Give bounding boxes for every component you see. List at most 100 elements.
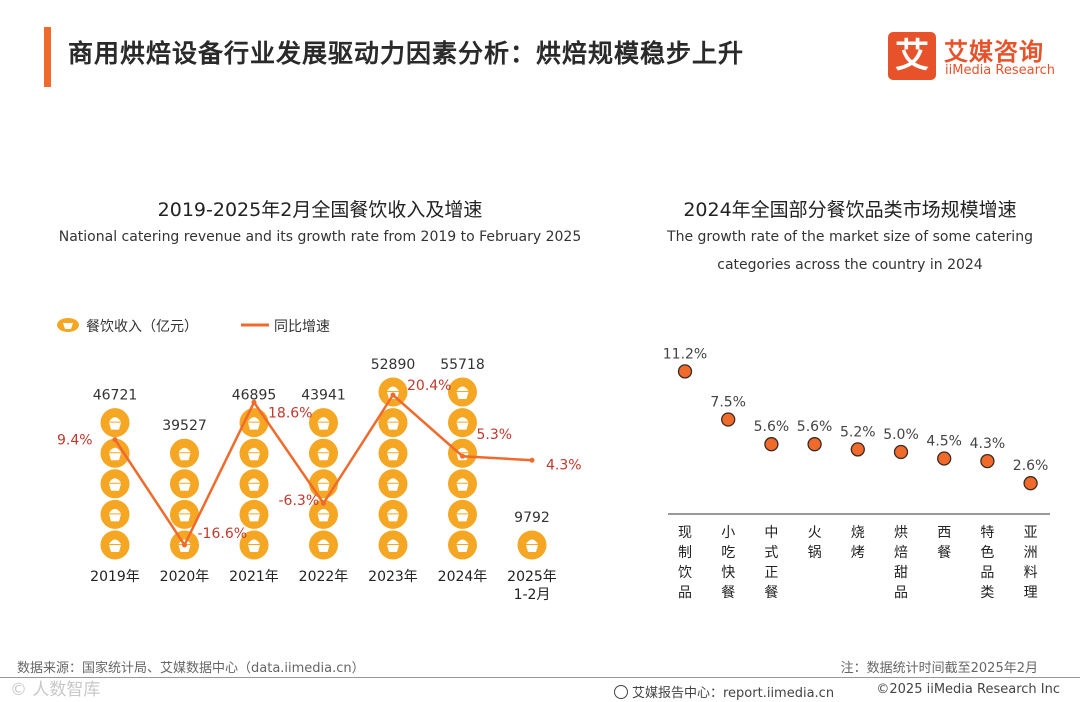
globe-icon <box>614 685 628 699</box>
data-note: 注：数据统计时间截至2025年2月 <box>840 661 1038 676</box>
title-accent-bar <box>44 27 51 87</box>
growth-label-5: 5.3% <box>477 427 513 443</box>
revenue-label-6: 9792 <box>514 510 550 526</box>
category-marker-3 <box>807 437 822 452</box>
cupcake-cup-5-5 <box>456 392 469 399</box>
category-value-label-7: 4.3% <box>970 436 1006 452</box>
cupcake-top-2-4 <box>248 417 260 422</box>
cupcake-top-4-3 <box>387 447 399 453</box>
cupcake-cup-2-3 <box>248 453 260 461</box>
category-value-label-5: 5.0% <box>883 427 919 443</box>
growth-point-2 <box>251 399 257 405</box>
category-label-6: 西餐 <box>937 525 951 561</box>
growth-point-4 <box>390 392 396 398</box>
revenue-label-2: 46895 <box>232 388 277 404</box>
cupcake-cup-4-1 <box>387 514 399 522</box>
legend-bar-label: 餐饮收入（亿元） <box>86 319 198 335</box>
cupcake-top-5-5 <box>456 386 469 391</box>
category-value-label-2: 5.6% <box>754 419 790 435</box>
category-value-label-8: 2.6% <box>1013 458 1049 474</box>
cupcake-top-4-4 <box>387 417 399 422</box>
category-marker-0 <box>677 364 693 379</box>
cupcake-top-5-3 <box>456 447 469 453</box>
x-tick-label-3: 2022年 <box>299 569 349 585</box>
cupcake-cup-0-2 <box>109 483 121 491</box>
report-center-text: 艾媒报告中心：report.iimedia.cn <box>632 686 835 701</box>
category-marker-6 <box>937 451 952 466</box>
report-center-link[interactable]: 艾媒报告中心：report.iimedia.cn <box>614 682 834 701</box>
revenue-icon-1-2 <box>170 469 199 499</box>
x-tick-label-4: 2023年 <box>368 569 418 585</box>
category-label-2: 中式正餐 <box>764 525 778 601</box>
growth-label-2: 18.6% <box>268 405 312 421</box>
cupcake-cup-3-4 <box>317 422 330 430</box>
revenue-icon-4-2 <box>378 469 408 499</box>
cupcake-cup-1-1 <box>178 514 191 522</box>
legend-line-label: 同比增速 <box>274 319 330 335</box>
cupcake-cup-4-4 <box>387 422 399 430</box>
cupcake-top-1-2 <box>178 478 191 483</box>
cupcake-top-5-2 <box>456 478 469 483</box>
growth-label-3: -6.3% <box>279 493 320 509</box>
growth-point-1 <box>182 542 187 548</box>
cupcake-top-3-1 <box>317 508 330 514</box>
revenue-label-3: 43941 <box>301 388 346 404</box>
cupcake-top-4-5 <box>387 386 399 391</box>
cupcake-top-2-0 <box>248 539 260 544</box>
category-label-7: 特色品类 <box>980 525 994 601</box>
cupcake-top-0-1 <box>109 508 121 514</box>
category-label-4: 烧烤 <box>851 525 865 561</box>
cupcake-cup-0-4 <box>109 422 121 430</box>
cupcake-cup-0-1 <box>109 514 121 522</box>
cupcake-cup-3-0 <box>317 545 330 552</box>
cupcake-top-0-3 <box>109 447 121 453</box>
cupcake-top-0-4 <box>109 417 121 422</box>
x-tick-label-0: 2019年 <box>90 569 140 585</box>
growth-point-6 <box>529 457 535 463</box>
cupcake-top-2-1 <box>248 508 260 514</box>
category-label-8: 亚洲料理 <box>1024 525 1038 601</box>
cupcake-top-5-1 <box>456 508 469 514</box>
x-tick-label-1: 2020年 <box>160 569 210 585</box>
cupcake-cup-2-4 <box>248 422 260 430</box>
revenue-icon-5-2 <box>448 469 477 499</box>
x-tick-label-6-1: 1-2月 <box>514 587 551 603</box>
cupcake-cup-3-1 <box>317 514 330 522</box>
revenue-icon-2-2 <box>239 469 269 499</box>
legend-cupcake-icon <box>63 323 73 329</box>
category-value-label-0: 11.2% <box>663 346 707 362</box>
cupcake-cup-5-1 <box>456 514 469 522</box>
category-label-3: 火锅 <box>808 525 822 561</box>
cupcake-cup-1-0 <box>178 545 191 552</box>
cupcake-cup-0-0 <box>109 545 121 552</box>
revenue-icon-0-2 <box>100 469 130 499</box>
watermark-text: © 人数智库 <box>10 680 101 700</box>
cupcake-top-3-0 <box>317 539 330 544</box>
cupcake-cup-2-2 <box>248 483 260 491</box>
category-marker-2 <box>764 437 779 452</box>
category-growth-chart: 11.2% 现制饮品 7.5% 小吃快餐 5.6% 中式正餐 5.6% 火锅 5.2% 烧烤 5.0… <box>663 346 1050 601</box>
cupcake-top-2-2 <box>248 478 260 483</box>
x-tick-label-5: 2024年 <box>438 569 488 585</box>
x-tick-label-2: 2021年 <box>229 569 279 585</box>
category-marker-4 <box>850 442 865 457</box>
growth-label-6: 4.3% <box>546 457 582 473</box>
right-chart-subtitle-line-2: categories across the country in 2024 <box>717 257 983 273</box>
logo-chinese-name: 艾媒咨询 <box>944 38 1044 66</box>
category-value-label-4: 5.2% <box>840 424 876 440</box>
copyright: ©2025 iiMedia Research Inc <box>876 682 1060 697</box>
cupcake-top-4-1 <box>387 508 399 514</box>
cupcake-top-4-0 <box>387 539 399 544</box>
category-marker-7 <box>980 453 995 469</box>
cupcake-top-1-1 <box>178 508 191 514</box>
cupcake-top-5-0 <box>456 539 469 544</box>
category-value-label-1: 7.5% <box>710 395 746 411</box>
right-chart-title: 2024年全国部分餐饮品类市场规模增速 <box>683 199 1017 221</box>
growth-label-0: 9.4% <box>57 433 93 449</box>
category-value-label-6: 4.5% <box>926 434 962 450</box>
right-chart-subtitle-line-1: The growth rate of the market size of so… <box>667 229 1033 245</box>
cupcake-cup-0-3 <box>109 453 121 461</box>
page-title: 商用烘焙设备行业发展驱动力因素分析：烘焙规模稳步上升 <box>68 39 745 68</box>
logo-mark: 艾 <box>888 32 936 80</box>
cupcake-top-5-4 <box>456 417 469 422</box>
